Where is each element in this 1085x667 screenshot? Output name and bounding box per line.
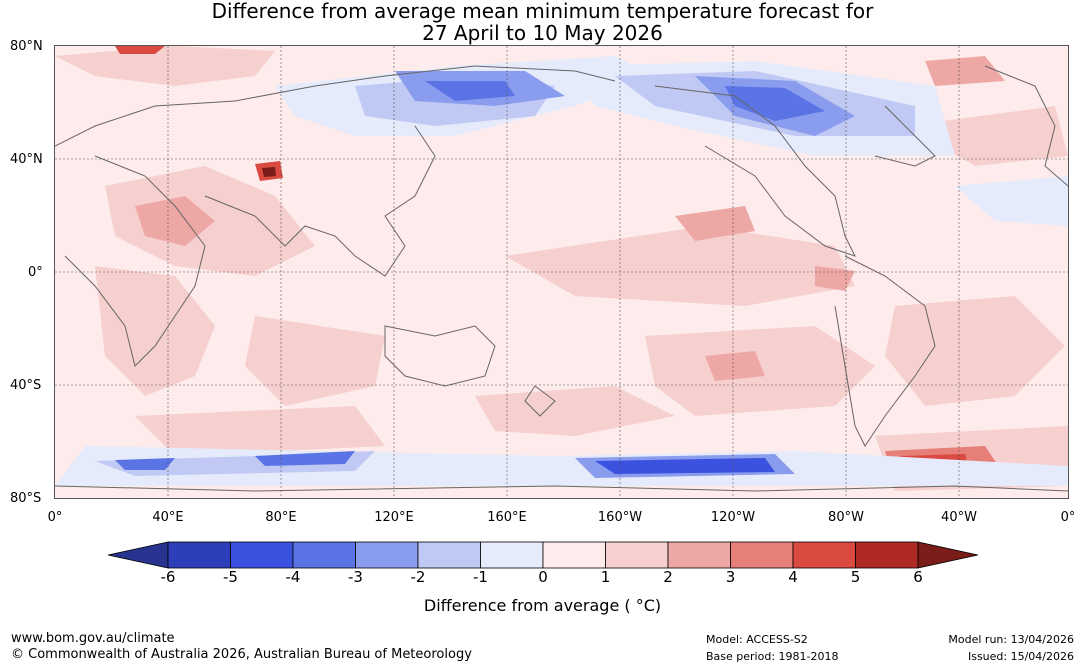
colorbar-tick-label: -6 [160,568,176,586]
colorbar-tick-label: -1 [473,568,488,586]
colorbar-tick-label: 2 [663,568,673,586]
graticule [55,46,1068,498]
map-canvas [54,46,1069,498]
colorbar-tick-label: -4 [285,568,301,586]
lon-label-120w: 120°W [710,510,756,525]
colorbar-segment [730,541,794,569]
colorbar-tick-label: 3 [725,568,736,586]
lon-label-40w: 40°W [941,510,977,525]
lat-label-80s: 80°S [10,491,42,506]
lon-label-0-right: 0° [1060,510,1076,525]
cool-anomaly-regions [55,56,1068,486]
colorbar-tick-label: 0 [538,568,548,586]
title-line-1: Difference from average mean minimum tem… [211,0,874,23]
colorbar-label: Difference from average ( °C) [423,596,662,615]
colorbar-tick-label: -2 [410,568,426,586]
footer-issued: Issued: 15/04/2026 [967,650,1074,663]
footer-base-period: Base period: 1981-2018 [706,650,839,663]
colorbar-tick-label: 6 [913,568,923,586]
colorbar-segment [230,541,294,569]
lon-label-120e: 120°E [374,510,414,525]
lon-label-160e: 160°E [487,510,527,525]
colorbar-segment [605,541,669,569]
forecast-map [54,45,1069,499]
colorbar-extend-low [107,541,169,569]
footer-model-run: Model run: 13/04/2026 [948,633,1074,646]
colorbar-segment [542,541,606,569]
title-line-2: 27 April to 10 May 2026 [422,21,663,45]
lon-label-80w: 80°W [828,510,864,525]
colorbar-tick-label: 1 [600,568,611,586]
colorbar-extend-high [917,541,979,569]
lat-label-equator: 0° [28,265,43,280]
colorbar-tick-label: 4 [788,568,798,586]
colorbar-segment [292,541,356,569]
footer-url: www.bom.gov.au/climate [11,631,175,646]
colorbar-segment [417,541,481,569]
colorbar-tick-label: 5 [850,568,861,586]
colorbar-svg [107,541,979,569]
footer-model: Model: ACCESS-S2 [706,633,808,646]
chart-title: Difference from average mean minimum tem… [0,0,1085,44]
coastlines [54,65,1069,492]
lon-label-80e: 80°E [265,510,297,525]
lat-label-40n: 40°N [10,152,43,167]
lat-label-40s: 40°S [10,378,42,393]
lon-label-0-left: 0° [47,510,63,525]
lat-label-80n: 80°N [10,39,43,54]
colorbar-tick-label: -5 [223,568,238,586]
footer-copyright: © Commonwealth of Australia 2026, Austra… [11,647,472,662]
lon-label-40e: 40°E [152,510,184,525]
colorbar-segment [167,541,231,569]
colorbar-segment [480,541,544,569]
colorbar-tick-label: -3 [348,568,363,586]
colorbar [107,540,979,570]
colorbar-segment [855,541,919,569]
colorbar-segment [792,541,856,569]
colorbar-segment [355,541,419,569]
colorbar-segment [667,541,731,569]
lon-label-160w: 160°W [597,510,643,525]
